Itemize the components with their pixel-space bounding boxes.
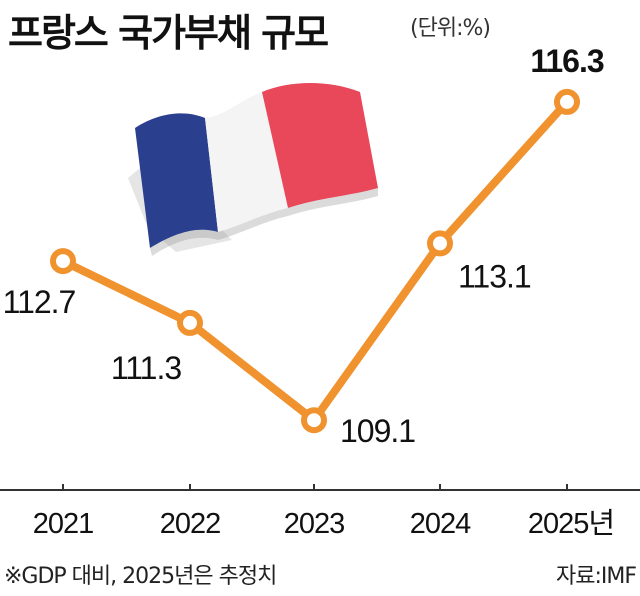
- data-point: [301, 407, 327, 434]
- data-label: 112.7: [3, 284, 76, 320]
- x-tick-label: 2021: [33, 508, 94, 540]
- data-point: [50, 248, 76, 275]
- chart-title: 프랑스 국가부채 규모: [8, 11, 329, 55]
- france-flag-icon: [128, 83, 378, 256]
- data-label: 116.3: [530, 43, 604, 79]
- unit-label: (단위:%): [410, 16, 491, 41]
- data-label: 109.1: [340, 413, 415, 449]
- x-tick-label: 2022: [160, 508, 221, 540]
- flag-red-stripe: [262, 83, 378, 208]
- data-point: [177, 309, 203, 336]
- data-label: 111.3: [111, 350, 182, 386]
- x-tick-label: 2023: [284, 508, 345, 540]
- flag-white-stripe: [205, 92, 288, 232]
- data-point: [554, 88, 580, 115]
- flag-blue-stripe: [135, 113, 218, 248]
- footnote: ※GDP 대비, 2025년은 추정치: [4, 564, 277, 589]
- x-tick-label: 2025년: [528, 508, 614, 540]
- x-tick-label: 2024: [410, 508, 471, 540]
- data-label: 113.1: [458, 258, 531, 294]
- data-point: [427, 230, 453, 257]
- source-label: 자료:IMF: [555, 564, 637, 589]
